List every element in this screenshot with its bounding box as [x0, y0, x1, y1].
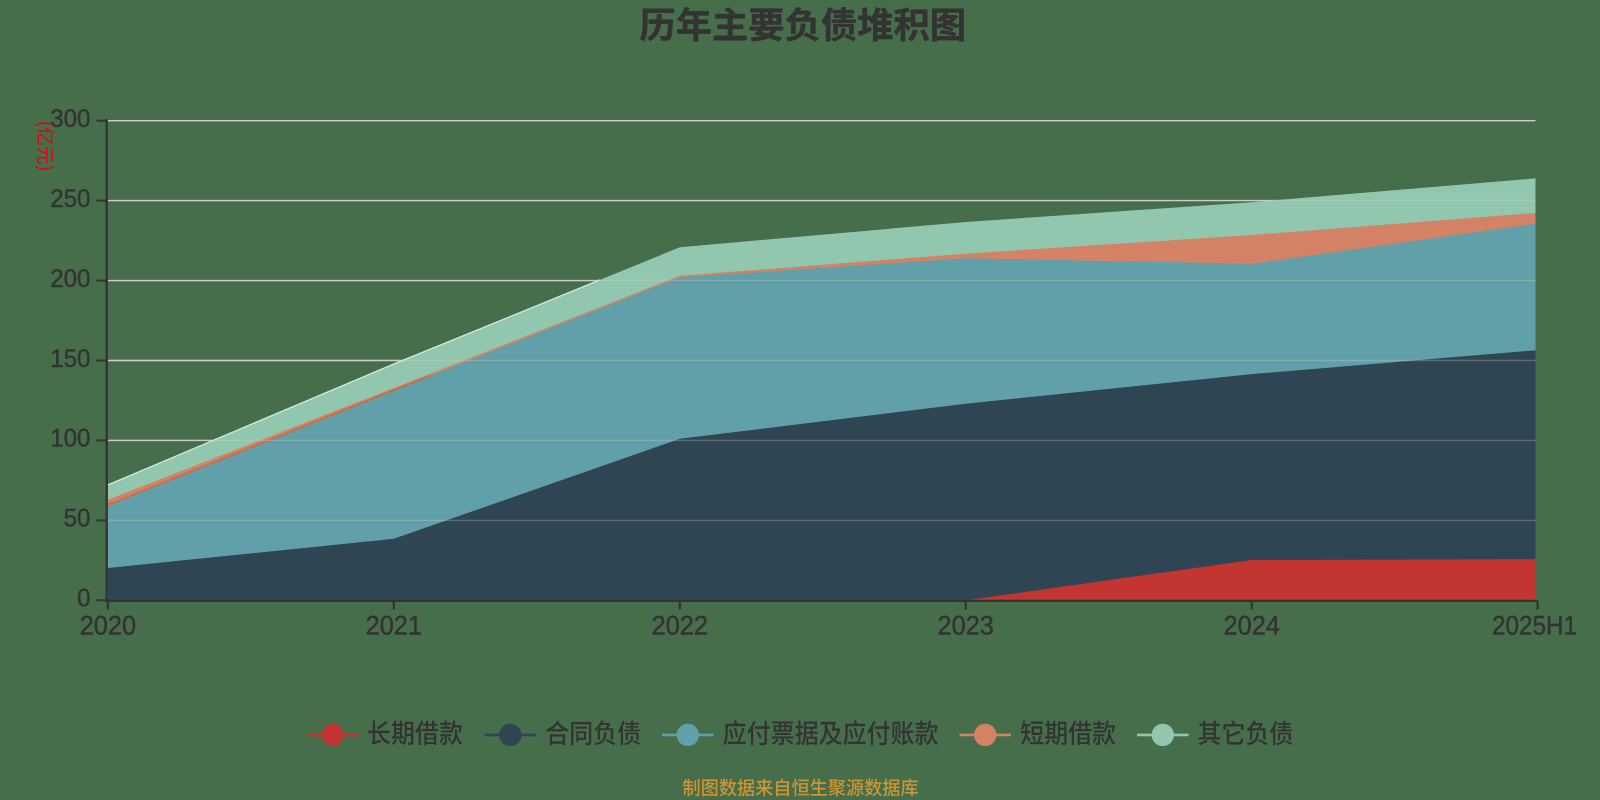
- svg-text:2023: 2023: [938, 610, 994, 640]
- svg-text:2025H1: 2025H1: [1492, 610, 1577, 640]
- svg-text:300: 300: [50, 105, 90, 133]
- svg-text:2021: 2021: [366, 610, 422, 640]
- svg-text:250: 250: [50, 185, 90, 213]
- svg-text:200: 200: [50, 265, 90, 293]
- svg-text:100: 100: [50, 425, 90, 453]
- svg-text:2020: 2020: [80, 610, 136, 640]
- svg-text:2022: 2022: [652, 610, 708, 640]
- svg-text:0: 0: [77, 585, 90, 613]
- svg-text:2024: 2024: [1224, 610, 1280, 640]
- svg-text:150: 150: [50, 345, 90, 373]
- svg-text:50: 50: [64, 505, 91, 533]
